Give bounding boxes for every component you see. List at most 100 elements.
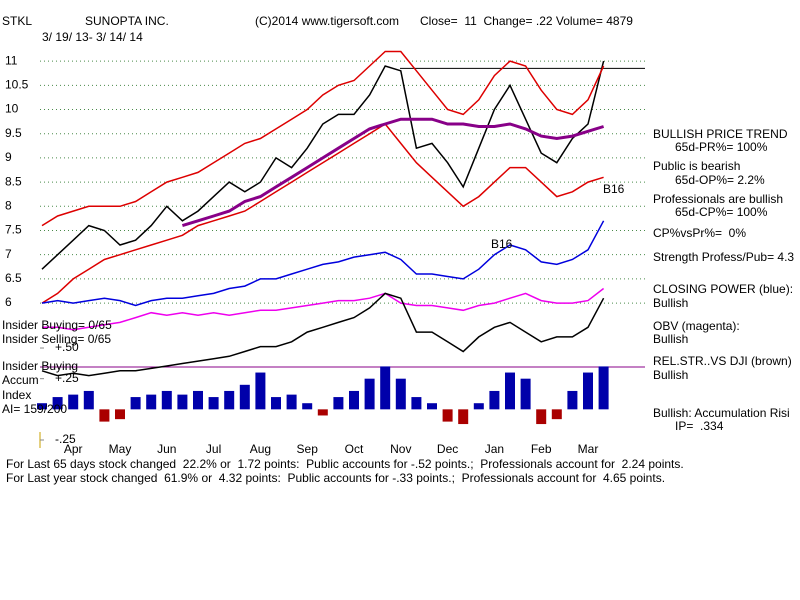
accum-bar: [177, 394, 188, 410]
side-panel-text: Public is bearish: [653, 159, 740, 173]
accum-bar: [271, 397, 281, 410]
accum-bar: [161, 390, 172, 410]
footer-text: For Last 65 days stock changed 22.2% or …: [6, 457, 684, 471]
accum-bar: [536, 409, 547, 425]
x-tick-label: Jan: [485, 442, 504, 456]
annotation: B16: [491, 237, 513, 251]
series-line: [41, 60, 605, 270]
left-panel-text: Insider Buying= 0/65: [2, 318, 112, 332]
accum-bar: [255, 372, 266, 410]
accum-bar: [115, 409, 125, 420]
side-panel-text: IP= .334: [675, 419, 724, 433]
accum-bar: [239, 384, 250, 410]
accum-bar: [442, 409, 453, 422]
x-tick-label: Mar: [578, 442, 599, 456]
y-tick-label: 8: [5, 198, 12, 212]
side-panel-text: Professionals are bullish: [653, 192, 783, 206]
accum-bar: [473, 403, 484, 410]
left-panel-text: Accum: [2, 373, 39, 387]
quote: Close= 11 Change= .22 Volume= 4879: [420, 14, 633, 28]
accum-bar: [52, 397, 63, 410]
side-panel-text: 65d-PR%= 100%: [675, 140, 768, 154]
y-tick-label: 6.5: [5, 271, 22, 285]
accum-bar: [208, 397, 219, 410]
series-line: [41, 292, 605, 377]
accum-bar: [83, 390, 94, 410]
x-tick-label: Oct: [345, 442, 364, 456]
accum-bar: [302, 403, 313, 410]
accum-bar: [99, 409, 110, 422]
accum-bar: [193, 390, 203, 410]
accum-bar: [567, 390, 578, 410]
accum-bar: [349, 390, 359, 410]
accum-bar: [37, 403, 47, 410]
left-panel-text: Insider Selling= 0/65: [2, 332, 111, 346]
y-tick-label: 8.5: [5, 174, 22, 188]
side-panel-text: Bullish: [653, 296, 688, 310]
left-panel-text: Insider Buying: [2, 359, 78, 373]
left-panel-text: Index: [2, 388, 31, 402]
side-panel-text: CP%vsPr%= 0%: [653, 226, 746, 240]
x-tick-label: Feb: [531, 442, 552, 456]
accum-bar: [489, 390, 500, 410]
y2-tick-label: -.25: [55, 432, 76, 446]
x-tick-label: Jul: [206, 442, 221, 456]
accum-bar: [520, 378, 531, 410]
y-tick-label: 7: [5, 247, 12, 261]
accum-bar: [598, 366, 609, 410]
x-tick-label: Dec: [437, 442, 458, 456]
accum-bar: [427, 403, 437, 410]
chart-title: SUNOPTA INC.: [85, 14, 169, 28]
y-tick-label: 11: [5, 53, 18, 67]
accum-bar: [380, 366, 391, 410]
footer-text: For Last year stock changed 61.9% or 4.3…: [6, 471, 665, 485]
accum-bar: [551, 409, 562, 420]
series-line: [41, 50, 605, 227]
accum-bar: [583, 372, 593, 410]
x-tick-label: Sep: [297, 442, 319, 456]
series-line: [41, 123, 604, 304]
y2-tick-label: +.50: [55, 340, 79, 354]
accum-bar: [364, 378, 375, 410]
y-tick-label: 10: [5, 102, 19, 116]
side-panel-text: Strength Profess/Pub= 4.3: [653, 250, 794, 264]
accum-bar: [458, 409, 469, 425]
accum-bar: [130, 397, 141, 410]
y-tick-label: 10.5: [5, 77, 29, 91]
y-tick-label: 7.5: [5, 223, 22, 237]
annotation: B16: [603, 182, 625, 196]
accum-bar: [505, 372, 515, 410]
series-line: [181, 117, 605, 228]
side-panel-text: Bullish: [653, 332, 688, 346]
ticker: STKL: [2, 14, 32, 28]
x-tick-label: Jun: [157, 442, 176, 456]
side-panel-text: OBV (magenta):: [653, 319, 740, 333]
x-tick-label: Nov: [390, 442, 411, 456]
y-tick-label: 6: [5, 295, 12, 309]
y-tick-label: 9: [5, 150, 12, 164]
accum-bar: [411, 397, 422, 410]
accum-bar: [146, 394, 157, 410]
series-line: [42, 287, 605, 331]
side-panel-text: REL.STR..VS DJI (brown): [653, 354, 792, 368]
side-panel-text: BULLISH PRICE TREND: [653, 127, 788, 141]
accum-bar: [224, 390, 235, 410]
side-panel-text: Bullish: [653, 368, 688, 382]
left-panel-text: AI= 159/200: [2, 402, 67, 416]
accum-bar: [333, 397, 344, 410]
x-tick-label: May: [109, 442, 132, 456]
subtitle: 3/ 19/ 13- 3/ 14/ 14: [42, 30, 143, 44]
accum-bar: [317, 409, 328, 416]
side-panel-text: 65d-CP%= 100%: [675, 205, 768, 219]
accum-bar: [286, 394, 297, 410]
accum-bar: [68, 394, 79, 410]
accum-bar: [395, 378, 406, 410]
side-panel-text: Bullish: Accumulation Risi: [653, 406, 790, 420]
y-tick-label: 9.5: [5, 126, 22, 140]
series-line: [41, 220, 605, 307]
copyright: (C)2014 www.tigersoft.com: [255, 14, 399, 28]
side-panel-text: CLOSING POWER (blue):: [653, 282, 793, 296]
side-panel-text: 65d-OP%= 2.2%: [675, 173, 765, 187]
